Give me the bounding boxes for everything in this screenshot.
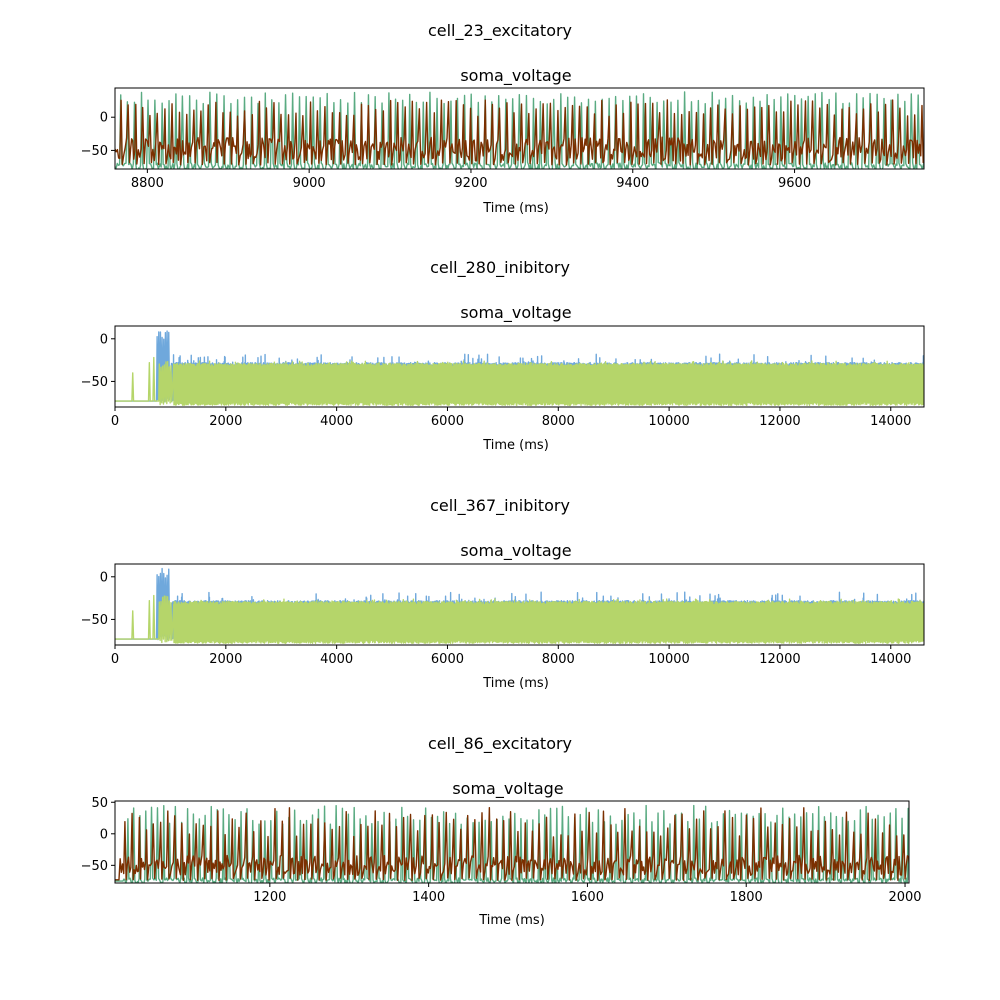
suptitle: cell_367_inibitory <box>430 496 570 516</box>
x-tick-label: 8800 <box>131 176 164 191</box>
x-tick-label: 0 <box>111 414 119 429</box>
x-tick-label: 14000 <box>870 414 911 429</box>
series-group <box>115 330 924 406</box>
series-line-1 <box>115 91 924 169</box>
axes-frame <box>114 87 925 170</box>
x-tick-label: 12000 <box>759 414 800 429</box>
x-tick-label: 9000 <box>293 176 326 191</box>
plot-area: 0 2000 4000 6000 8000 10000 12000 14000 0 −50 <box>81 563 925 667</box>
plot-area: 8800 9000 9200 9400 9600 0 −50 <box>81 87 925 191</box>
x-tick-label: 6000 <box>431 652 464 667</box>
y-tick-label: 0 <box>100 111 108 126</box>
y-tick-label: 0 <box>100 827 108 842</box>
x-tick-label: 9600 <box>778 176 811 191</box>
series-line-2 <box>115 356 924 406</box>
plot-title: soma_voltage <box>460 66 571 86</box>
y-tick-label: 50 <box>91 796 108 811</box>
x-tick-label: 8000 <box>542 414 575 429</box>
series-line-2 <box>115 99 924 166</box>
axes-frame <box>114 325 925 408</box>
x-tick-label: 8000 <box>542 652 575 667</box>
x-tick-label: 2000 <box>888 890 921 905</box>
x-tick-label: 6000 <box>431 414 464 429</box>
y-tick-label: 0 <box>100 332 108 347</box>
series-line-2 <box>115 594 924 644</box>
x-tick-label: 1200 <box>253 890 286 905</box>
x-tick-label: 2000 <box>209 414 242 429</box>
chart-panel-cell-86-excitatory: cell_86_excitatory soma_voltage 1200 1400… <box>81 734 922 928</box>
x-axis-label: Time (ms) <box>482 201 549 216</box>
x-tick-label: 1400 <box>412 890 445 905</box>
axes-frame <box>114 800 910 884</box>
chart-panel-cell-280-inibitory: cell_280_inibitory soma_voltage 0 2000 400… <box>81 258 925 453</box>
x-tick-label: 4000 <box>320 414 353 429</box>
series-line-1 <box>115 804 909 883</box>
x-tick-label: 4000 <box>320 652 353 667</box>
y-tick-label: −50 <box>81 613 108 628</box>
plot-title: soma_voltage <box>460 541 571 561</box>
x-tick-label: 1600 <box>571 890 604 905</box>
suptitle: cell_86_excitatory <box>428 734 572 754</box>
plot-area: 1200 1400 1600 1800 2000 50 0 −50 <box>81 796 922 905</box>
x-tick-label: 1800 <box>730 890 763 905</box>
plot-title: soma_voltage <box>452 779 563 799</box>
x-tick-label: 12000 <box>759 652 800 667</box>
x-tick-label: 10000 <box>648 652 689 667</box>
x-tick-label: 9200 <box>454 176 487 191</box>
plot-area: 0 2000 4000 6000 8000 10000 12000 14000 0 −50 <box>81 325 925 429</box>
y-tick-label: −50 <box>81 375 108 390</box>
series-line-2 <box>115 806 909 882</box>
plot-title: soma_voltage <box>460 303 571 323</box>
y-tick-label: 0 <box>100 570 108 585</box>
y-tick-label: −50 <box>81 859 108 874</box>
x-tick-label: 14000 <box>870 652 911 667</box>
series-group <box>115 567 924 644</box>
x-tick-label: 2000 <box>209 652 242 667</box>
suptitle: cell_280_inibitory <box>430 258 570 278</box>
x-axis-label: Time (ms) <box>482 438 549 453</box>
suptitle: cell_23_excitatory <box>428 21 572 41</box>
series-group <box>115 91 924 169</box>
x-axis-label: Time (ms) <box>482 676 549 691</box>
x-tick-label: 0 <box>111 652 119 667</box>
x-axis-label: Time (ms) <box>478 913 545 928</box>
y-tick-label: −50 <box>81 144 108 159</box>
series-group <box>115 804 909 883</box>
x-tick-label: 10000 <box>648 414 689 429</box>
chart-panel-cell-23-excitatory: cell_23_excitatory soma_voltage 8800 9000… <box>81 21 925 216</box>
chart-panel-cell-367-inibitory: cell_367_inibitory soma_voltage 0 2000 400… <box>81 496 925 691</box>
axes-frame <box>114 563 925 646</box>
x-tick-label: 9400 <box>616 176 649 191</box>
